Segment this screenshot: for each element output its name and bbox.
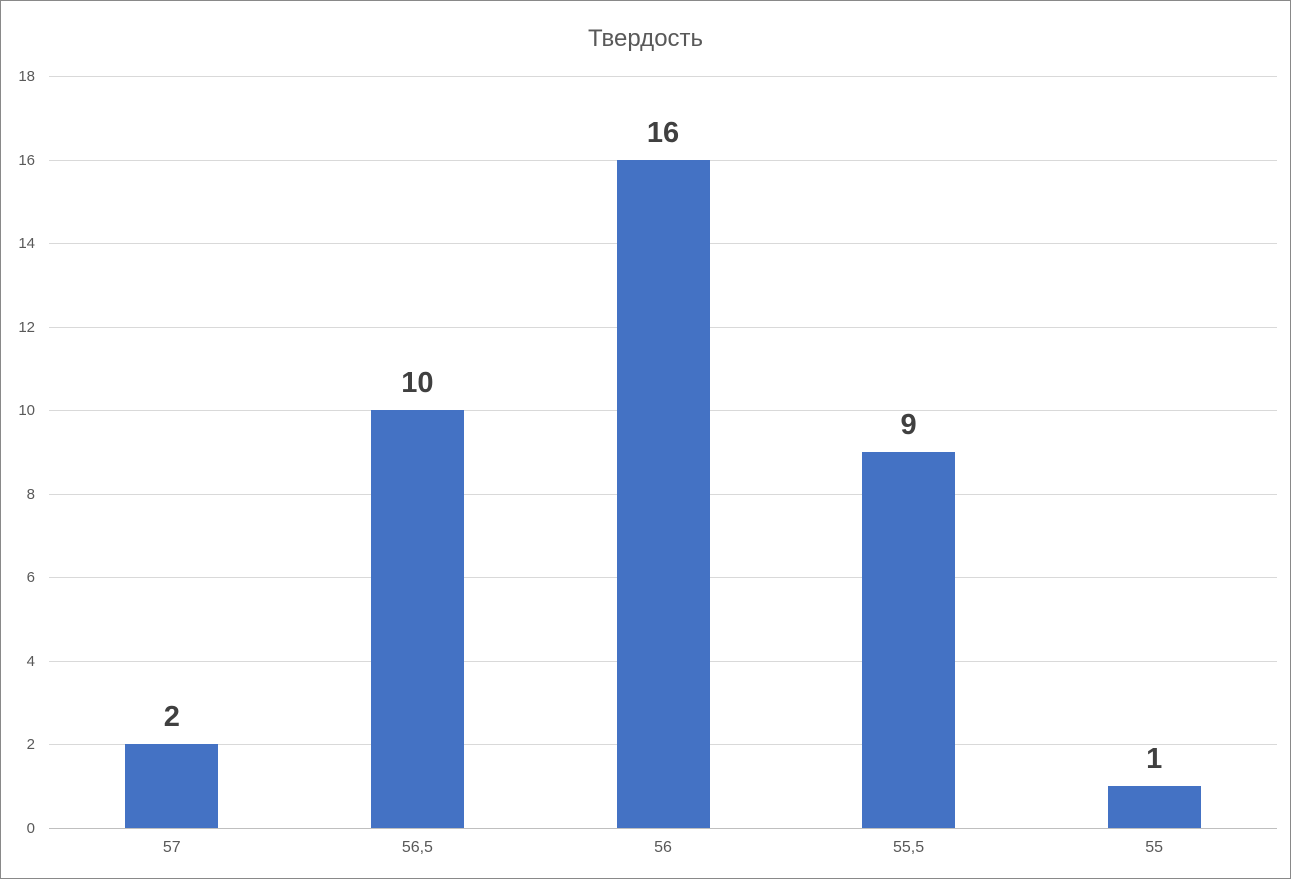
gridline xyxy=(49,76,1277,77)
bar xyxy=(125,744,219,828)
chart-title: Твердость xyxy=(587,25,704,52)
y-axis-labels: 0 2 4 6 8 10 12 14 16 18 xyxy=(1,69,39,836)
y-tick-label: 4 xyxy=(26,652,35,670)
y-tick-label: 2 xyxy=(26,736,35,754)
y-tick-label: 14 xyxy=(18,235,35,253)
x-tick-label: 55 xyxy=(1145,839,1164,856)
plot-area: 2 10 16 9 1 xyxy=(49,76,1277,829)
bar-value-label: 2 xyxy=(163,701,180,734)
x-axis-line xyxy=(49,828,1277,829)
y-tick-label: 16 xyxy=(18,151,35,169)
x-tick-label: 56 xyxy=(654,839,672,856)
y-tick-label: 6 xyxy=(26,569,35,587)
bar-value-label: 1 xyxy=(1146,743,1163,776)
x-axis-labels: 57 56,5 56 55,5 55 xyxy=(49,839,1277,863)
y-tick-label: 0 xyxy=(26,820,35,837)
bar-value-label: 9 xyxy=(900,409,917,441)
y-tick-label: 8 xyxy=(26,485,35,503)
bar-value-label: 16 xyxy=(646,116,680,149)
bar xyxy=(1107,786,1201,828)
y-tick-label: 12 xyxy=(18,318,35,336)
y-tick-label: 18 xyxy=(18,68,35,85)
bar xyxy=(370,410,464,828)
bar-value-label: 10 xyxy=(401,367,434,400)
x-tick-label: 55,5 xyxy=(893,839,925,856)
bar xyxy=(616,159,710,828)
x-tick-label: 56,5 xyxy=(401,839,433,856)
y-tick-label: 10 xyxy=(18,402,35,420)
bar xyxy=(862,452,956,828)
x-tick-label: 57 xyxy=(162,839,181,856)
